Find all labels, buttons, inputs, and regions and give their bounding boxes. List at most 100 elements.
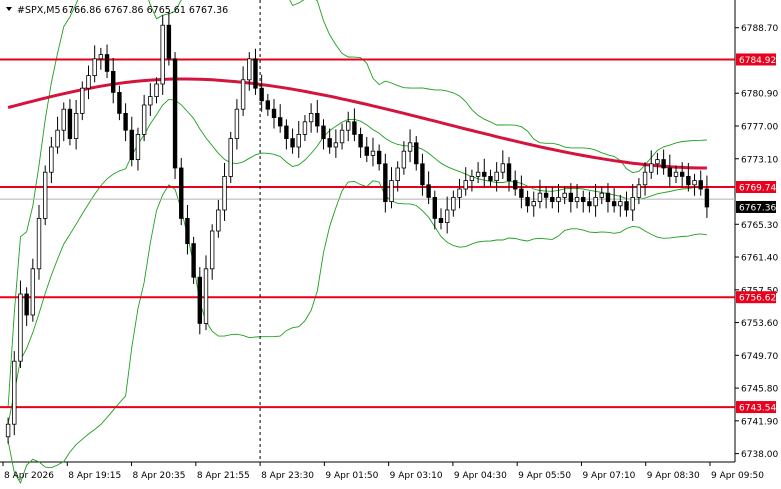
candle — [581, 190, 586, 213]
candle — [475, 162, 481, 184]
candle — [537, 179, 543, 209]
candle — [172, 52, 178, 179]
candle — [166, 11, 172, 66]
candle — [500, 150, 506, 179]
candle — [49, 136, 54, 184]
x-tick-label: 9 Apr 01:50 — [325, 471, 378, 481]
candle — [376, 144, 382, 171]
ohlc-values: 6766.86 6767.86 6765.61 6767.36 — [62, 5, 228, 16]
candle — [24, 287, 29, 326]
candle — [12, 351, 17, 436]
candle — [587, 191, 592, 213]
candle — [556, 183, 561, 213]
candle — [86, 65, 91, 100]
candle — [141, 94, 147, 142]
candle — [519, 175, 524, 209]
candle — [358, 127, 363, 158]
candle — [203, 255, 209, 331]
y-tick-label: 6788.70 — [741, 24, 778, 34]
candle — [352, 108, 357, 142]
candle — [655, 152, 660, 175]
candle — [197, 267, 203, 335]
candle — [673, 165, 679, 184]
candle — [346, 111, 351, 142]
candle — [649, 150, 654, 179]
candle — [444, 196, 450, 234]
level-label-bg — [736, 180, 776, 193]
candle — [686, 162, 691, 192]
candle — [253, 48, 258, 95]
level-label-bg — [736, 53, 776, 66]
candle — [123, 103, 128, 142]
candle — [302, 115, 308, 142]
level-label: 6784.92 — [739, 56, 776, 66]
price-labels: 6784.92 6769.74 6756.62 6743.54 6767.36 — [736, 53, 776, 414]
candle — [222, 162, 227, 221]
candle — [525, 190, 530, 213]
candle — [574, 183, 580, 209]
x-tick-label: 8 Apr 21:55 — [197, 471, 250, 481]
x-tick-label: 8 Apr 2026 — [4, 471, 54, 481]
candle — [321, 119, 326, 150]
candle — [389, 167, 394, 209]
candle — [624, 191, 629, 217]
candle — [494, 162, 499, 192]
bollinger-bands — [7, 0, 707, 484]
y-tick-label: 6773.10 — [741, 155, 778, 165]
candle — [636, 178, 642, 205]
x-tick-label: 9 Apr 05:50 — [518, 471, 571, 481]
candle — [80, 81, 85, 121]
candle — [599, 186, 604, 205]
candle — [154, 77, 159, 104]
candle — [568, 183, 574, 213]
dropdown-arrow-icon[interactable] — [6, 7, 12, 11]
candle — [308, 103, 314, 133]
candle — [92, 45, 97, 83]
x-tick-label: 9 Apr 08:30 — [647, 471, 700, 481]
support-resistance-levels — [0, 58, 735, 409]
candle — [457, 178, 462, 209]
candles — [5, 11, 710, 444]
candle — [333, 129, 339, 158]
candle — [271, 99, 277, 129]
y-tick-label: 6749.70 — [741, 352, 778, 362]
bollinger-lower — [7, 180, 707, 484]
candle — [432, 190, 438, 230]
x-axis: 8 Apr 2026 8 Apr 19:15 8 Apr 20:35 8 Apr 21… — [2, 462, 764, 481]
candle — [562, 186, 567, 205]
last-price-bg — [736, 200, 776, 213]
level-label-bg — [736, 401, 776, 414]
candle — [550, 187, 555, 209]
candle — [420, 153, 425, 196]
candle — [593, 183, 598, 217]
candle — [642, 162, 648, 196]
candle — [339, 123, 345, 150]
candle — [630, 183, 635, 221]
candle — [611, 188, 617, 213]
plot-area[interactable] — [0, 0, 735, 462]
candle — [209, 224, 215, 280]
candle — [704, 175, 710, 218]
candle — [179, 157, 184, 226]
y-tick-label: 6741.90 — [741, 417, 778, 427]
candle — [692, 173, 697, 196]
candle — [512, 170, 518, 196]
candle — [605, 183, 611, 213]
candle — [185, 204, 190, 255]
candle — [98, 47, 104, 70]
candle — [55, 116, 60, 154]
candle — [327, 128, 332, 154]
candle — [247, 52, 252, 91]
candle — [469, 169, 475, 192]
candle — [67, 99, 73, 146]
level-label: 6743.54 — [739, 404, 776, 414]
candle — [240, 66, 246, 116]
candle — [259, 74, 264, 112]
x-tick-label: 9 Apr 04:30 — [454, 471, 507, 481]
y-axis: 6788.70 6780.90 6777.00 6773.10 6765.30 6761.… — [735, 24, 778, 460]
y-tick-label: 6761.40 — [741, 254, 778, 264]
level-label: 6756.62 — [739, 294, 776, 304]
x-tick-label: 9 Apr 09:50 — [711, 471, 764, 481]
candle — [36, 204, 42, 280]
